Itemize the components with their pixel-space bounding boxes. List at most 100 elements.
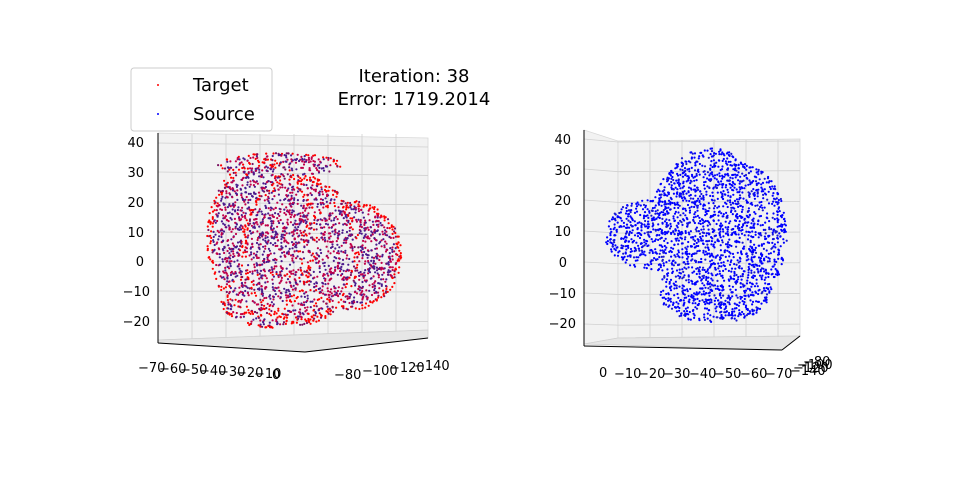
scatter-point bbox=[255, 317, 258, 320]
scatter-point bbox=[309, 268, 312, 272]
scatter-point bbox=[336, 289, 339, 293]
scatter-point bbox=[221, 167, 224, 170]
scatter-point bbox=[294, 158, 298, 162]
scatter-point bbox=[252, 171, 255, 174]
scatter-point bbox=[654, 251, 657, 254]
scatter-point bbox=[333, 201, 336, 204]
scatter-point bbox=[296, 255, 299, 258]
scatter-point bbox=[679, 168, 682, 171]
scatter-point bbox=[325, 310, 328, 313]
scatter-point bbox=[235, 311, 238, 315]
scatter-point bbox=[772, 245, 775, 248]
scatter-point bbox=[240, 281, 244, 285]
scatter-point bbox=[350, 244, 353, 247]
scatter-point bbox=[740, 278, 743, 281]
scatter-point bbox=[721, 165, 724, 168]
scatter-point bbox=[643, 238, 646, 241]
scatter-point bbox=[225, 195, 228, 198]
scatter-point bbox=[279, 179, 282, 182]
scatter-point bbox=[353, 205, 356, 208]
scatter-point bbox=[364, 221, 367, 224]
scatter-point bbox=[731, 188, 734, 191]
scatter-point bbox=[398, 249, 401, 252]
scatter-point bbox=[746, 276, 750, 279]
scatter-point bbox=[636, 235, 640, 238]
scatter-point bbox=[234, 245, 237, 249]
scatter-point bbox=[277, 286, 280, 289]
scatter-point bbox=[305, 319, 308, 323]
scatter-point bbox=[276, 217, 279, 220]
scatter-point bbox=[675, 269, 679, 272]
scatter-point bbox=[654, 229, 657, 232]
scatter-point bbox=[774, 246, 777, 249]
scatter-point bbox=[309, 289, 312, 292]
scatter-point bbox=[758, 201, 761, 204]
scatter-point bbox=[729, 260, 732, 264]
scatter-point bbox=[316, 253, 319, 256]
scatter-point bbox=[725, 202, 728, 205]
scatter-point bbox=[301, 289, 304, 292]
scatter-point bbox=[308, 283, 311, 286]
scatter-point bbox=[326, 272, 329, 275]
scatter-point bbox=[287, 253, 290, 256]
scatter-point bbox=[733, 270, 736, 274]
scatter-point bbox=[678, 192, 682, 195]
scatter-point bbox=[756, 223, 759, 226]
scatter-point bbox=[252, 279, 255, 282]
scatter-point bbox=[238, 249, 242, 252]
scatter-point bbox=[290, 213, 293, 216]
scatter-point bbox=[635, 241, 638, 244]
scatter-point bbox=[321, 285, 324, 288]
scatter-point bbox=[641, 208, 645, 211]
scatter-point bbox=[691, 271, 694, 274]
scatter-point bbox=[287, 242, 290, 245]
scatter-point bbox=[700, 237, 703, 240]
scatter-point bbox=[726, 172, 729, 175]
scatter-point bbox=[715, 178, 718, 181]
scatter-point bbox=[718, 270, 721, 273]
grid-line bbox=[617, 170, 801, 173]
scatter-point bbox=[643, 244, 646, 247]
scatter-point bbox=[668, 227, 672, 230]
scatter-point bbox=[264, 224, 267, 227]
scatter-point bbox=[696, 186, 699, 189]
scatter-point bbox=[264, 213, 267, 216]
scatter-point bbox=[272, 275, 275, 278]
scatter-point bbox=[616, 221, 619, 224]
scatter-point bbox=[713, 299, 717, 302]
scatter-point bbox=[304, 318, 307, 321]
scatter-point bbox=[704, 270, 708, 274]
scatter-point bbox=[266, 166, 269, 169]
scatter-point bbox=[245, 269, 248, 272]
scatter-point bbox=[704, 286, 707, 289]
scatter-point bbox=[772, 200, 775, 203]
scatter-point bbox=[757, 170, 760, 173]
scatter-point bbox=[251, 211, 254, 214]
scatter-point bbox=[305, 291, 308, 294]
scatter-point bbox=[291, 169, 294, 172]
scatter-point bbox=[734, 202, 737, 205]
scatter-point bbox=[301, 160, 304, 163]
scatter-point bbox=[258, 175, 261, 178]
scatter-point bbox=[325, 190, 328, 193]
scatter-point bbox=[281, 312, 284, 315]
scatter-point bbox=[719, 244, 722, 247]
scatter-point bbox=[308, 227, 311, 230]
scatter-point bbox=[697, 244, 700, 248]
scatter-point bbox=[651, 222, 655, 225]
scatter-point bbox=[279, 323, 282, 326]
scatter-point bbox=[741, 172, 744, 175]
scatter-point bbox=[716, 238, 719, 241]
scatter-point bbox=[757, 182, 760, 185]
scatter-point bbox=[698, 291, 701, 294]
scatter-point bbox=[735, 319, 738, 322]
scatter-point bbox=[720, 265, 723, 268]
scatter-point bbox=[299, 315, 302, 318]
scatter-point bbox=[643, 241, 646, 244]
scatter-point bbox=[655, 190, 659, 193]
scatter-point bbox=[680, 195, 683, 198]
scatter-point bbox=[283, 226, 286, 229]
scatter-point bbox=[706, 312, 709, 315]
scatter-point bbox=[719, 306, 723, 309]
scatter-point bbox=[253, 266, 256, 269]
